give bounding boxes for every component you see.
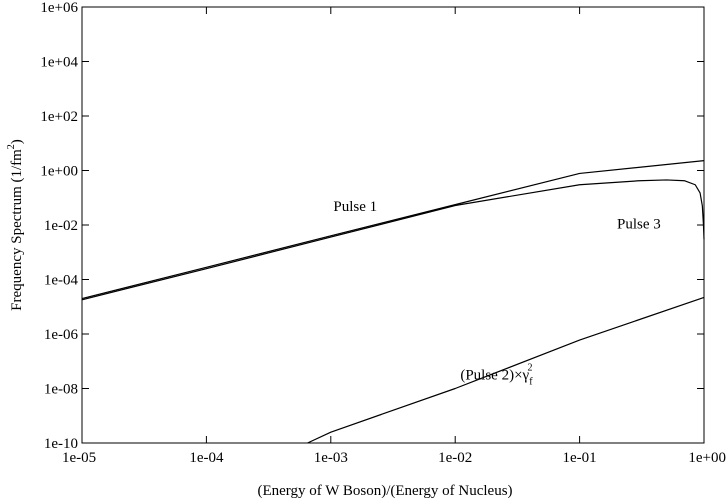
- y-axis-ticks: 1e+06 1e+04 1e+02 1e+00 1e-02 1e-04 1e-06 1e-08…: [40, 0, 704, 452]
- y-axis-label-sup: 2: [6, 144, 17, 149]
- plot-frame: [81, 6, 705, 444]
- x-tick-label: 1e-02: [438, 450, 472, 466]
- y-tick-label: 1e-10: [44, 436, 78, 452]
- annotations: Pulse 1 Pulse 3 (Pulse 2)×γf2: [333, 199, 660, 387]
- x-tick-label: 1e-01: [563, 450, 597, 466]
- series-layer: [81, 160, 705, 444]
- y-tick-label: 1e-02: [44, 218, 78, 234]
- x-axis-label: (Energy of W Boson)/(Energy of Nucleus): [257, 483, 512, 499]
- y-tick-label: 1e-06: [44, 327, 79, 343]
- y-axis-label: Frequency Spectrum (1/fm2): [6, 139, 25, 311]
- series-line-1: [81, 160, 705, 300]
- y-tick-label: 1e-08: [44, 382, 78, 398]
- annotation-pulse1: Pulse 1: [333, 199, 377, 215]
- annotation-pulse3: Pulse 3: [617, 216, 661, 232]
- y-tick-label: 1e+02: [40, 109, 78, 125]
- annotation-pulse2: (Pulse 2)×γf2: [460, 363, 533, 388]
- x-tick-label: 1e-04: [189, 450, 224, 466]
- y-tick-label: 1e+06: [40, 0, 78, 16]
- y-tick-label: 1e-04: [44, 273, 79, 289]
- x-tick-label: 1e-05: [62, 450, 96, 466]
- x-tick-label: 1e-03: [314, 450, 348, 466]
- y-axis-label-end: ): [9, 139, 25, 144]
- x-axis-ticks: 1e-05 1e-04 1e-03 1e-02 1e-01 1e+00: [62, 7, 726, 466]
- y-tick-label: 1e+00: [40, 164, 78, 180]
- y-axis-label-main: Frequency Spectrum (1/fm: [9, 149, 25, 311]
- series-line-3: [307, 296, 705, 444]
- series-line-2: [81, 179, 705, 301]
- y-tick-label: 1e+04: [40, 55, 78, 71]
- x-tick-label: 1e+00: [688, 450, 726, 466]
